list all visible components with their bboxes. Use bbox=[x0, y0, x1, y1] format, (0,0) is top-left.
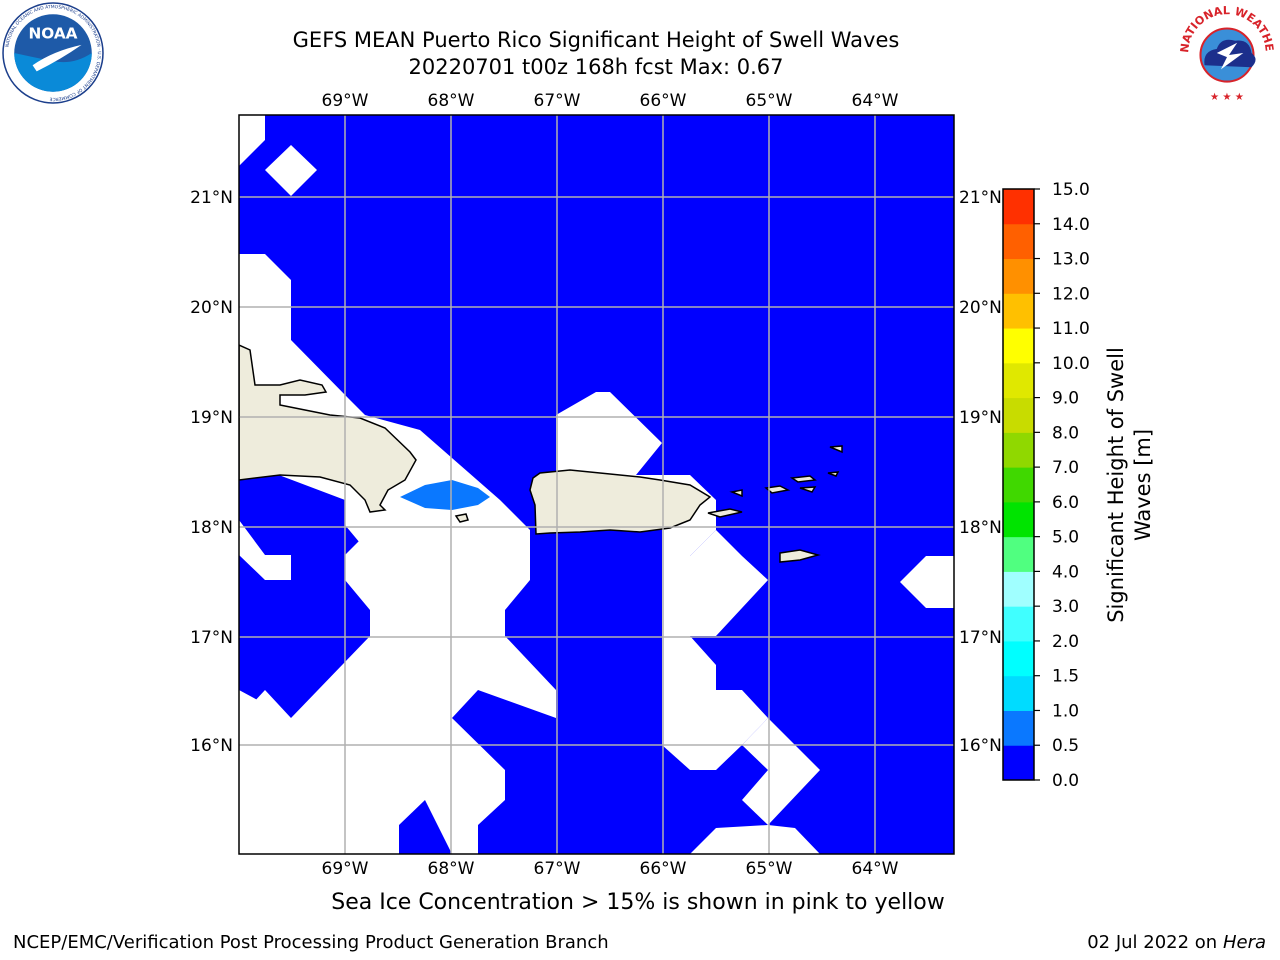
colorbar-band bbox=[1003, 675, 1034, 711]
colorbar-band bbox=[1003, 710, 1034, 746]
lon-label: 66°W bbox=[640, 91, 687, 111]
colorbar-band bbox=[1003, 293, 1034, 329]
lat-labels-right: 21°N 20°N 19°N 18°N 17°N 16°N bbox=[959, 188, 1002, 756]
colorbar-label-line1: Significant Height of Swell bbox=[1104, 347, 1128, 623]
colorbar-frame bbox=[1002, 188, 1035, 781]
lat-label: 16°N bbox=[190, 736, 233, 756]
hispaniola bbox=[239, 344, 417, 513]
lat-labels-left: 21°N 20°N 19°N 18°N 17°N 16°N bbox=[190, 188, 233, 756]
gridlines bbox=[239, 115, 954, 854]
colorbar-band bbox=[1003, 745, 1034, 781]
sombrero bbox=[827, 471, 840, 477]
colorbar-tick-label: 8.0 bbox=[1052, 423, 1079, 443]
lat-label: 18°N bbox=[190, 518, 233, 538]
anegada bbox=[829, 445, 843, 454]
virgin-islands-1 bbox=[729, 489, 743, 498]
lat-label: 21°N bbox=[959, 188, 1002, 208]
lon-label: 67°W bbox=[534, 859, 581, 879]
colorbar-bands bbox=[1003, 189, 1034, 781]
nws-logo: NATIONAL WEATHER SERVICE ★ ★ ★ bbox=[1176, 2, 1276, 103]
colorbar-tick-label: 6.0 bbox=[1052, 493, 1079, 513]
colorbar-tick-label: 13.0 bbox=[1052, 250, 1090, 270]
colorbar-tick-label: 11.0 bbox=[1052, 319, 1090, 339]
lon-label: 68°W bbox=[428, 859, 475, 879]
colorbar-band bbox=[1003, 223, 1034, 260]
lon-labels-top: 69°W 68°W 67°W 66°W 65°W 64°W bbox=[322, 91, 899, 111]
colorbar-band bbox=[1003, 501, 1034, 538]
footer-date: 02 Jul 2022 on Hera bbox=[1087, 932, 1266, 953]
chart-subtitle: 20220701 t00z 168h fcst Max: 0.67 bbox=[408, 55, 784, 79]
colorbar-band bbox=[1003, 258, 1034, 294]
swell-field-0.5-1m bbox=[400, 480, 490, 510]
colorbar-tick-label: 5.0 bbox=[1052, 528, 1079, 548]
colorbar-tick-label: 7.0 bbox=[1052, 458, 1079, 478]
colorbar-tick-label: 10.0 bbox=[1052, 354, 1090, 374]
colorbar-ticks: 0.0 0.5 1.0 1.5 2.0 3.0 4.0 5.0 6.0 7.0 8.0 9.0 10.0… bbox=[1034, 180, 1090, 791]
footer-host: Hera bbox=[1222, 932, 1266, 953]
vieques bbox=[707, 508, 743, 518]
colorbar-tick-label: 1.0 bbox=[1052, 701, 1079, 721]
lat-label: 20°N bbox=[959, 298, 1002, 318]
colorbar-label-line2: Waves [m] bbox=[1131, 429, 1155, 541]
lon-label: 64°W bbox=[852, 859, 899, 879]
colorbar-tick-label: 15.0 bbox=[1052, 180, 1090, 200]
colorbar-band bbox=[1003, 640, 1034, 677]
colorbar-band bbox=[1003, 397, 1034, 433]
colorbar-tick-label: 2.0 bbox=[1052, 632, 1079, 652]
colorbar-tick-label: 1.5 bbox=[1052, 667, 1079, 687]
sea-ice-note: Sea Ice Concentration > 15% is shown in … bbox=[331, 890, 945, 915]
virgin-islands-3 bbox=[789, 475, 817, 483]
noaa-logo: NOAA NATIONAL OCEANIC AND ATMOSPHERIC AD… bbox=[2, 2, 104, 104]
lon-label: 69°W bbox=[322, 91, 369, 111]
lon-label: 65°W bbox=[746, 859, 793, 879]
puerto-rico bbox=[529, 469, 712, 535]
colorbar-band bbox=[1003, 467, 1034, 503]
lon-label: 68°W bbox=[428, 91, 475, 111]
mona-island bbox=[454, 513, 469, 523]
lon-label: 65°W bbox=[746, 91, 793, 111]
colorbar-tick-label: 3.0 bbox=[1052, 597, 1079, 617]
colorbar-band bbox=[1003, 328, 1034, 364]
lon-labels-bottom: 69°W 68°W 67°W 66°W 65°W 64°W bbox=[322, 859, 899, 879]
lat-label: 21°N bbox=[190, 188, 233, 208]
lat-label: 19°N bbox=[190, 408, 233, 428]
lat-label: 17°N bbox=[959, 628, 1002, 648]
colorbar-band bbox=[1003, 536, 1034, 572]
lon-label: 64°W bbox=[852, 91, 899, 111]
colorbar-tick-label: 14.0 bbox=[1052, 215, 1090, 235]
virgin-islands-2 bbox=[764, 485, 791, 494]
lon-label: 66°W bbox=[640, 859, 687, 879]
colorbar-band bbox=[1003, 189, 1034, 225]
colorbar-band bbox=[1003, 432, 1034, 468]
lon-label: 67°W bbox=[534, 91, 581, 111]
lon-label: 69°W bbox=[322, 859, 369, 879]
map-area bbox=[239, 115, 954, 854]
st-croix bbox=[779, 549, 821, 563]
colorbar-band bbox=[1003, 571, 1034, 607]
colorbar-tick-label: 0.0 bbox=[1052, 771, 1079, 791]
virgin-islands-4 bbox=[799, 486, 817, 493]
colorbar-band bbox=[1003, 362, 1034, 399]
svg-text:★ ★ ★: ★ ★ ★ bbox=[1210, 92, 1244, 103]
lat-label: 19°N bbox=[959, 408, 1002, 428]
noaa-logo-text: NOAA bbox=[28, 25, 77, 43]
land-masses bbox=[239, 344, 843, 563]
colorbar-tick-label: 12.0 bbox=[1052, 284, 1090, 304]
colorbar-tick-label: 0.5 bbox=[1052, 736, 1079, 756]
footer-date-text: 02 Jul 2022 on bbox=[1087, 932, 1223, 953]
chart-title: GEFS MEAN Puerto Rico Significant Height… bbox=[292, 28, 900, 52]
lat-label: 17°N bbox=[190, 628, 233, 648]
lat-label: 18°N bbox=[959, 518, 1002, 538]
footer-credit: NCEP/EMC/Verification Post Processing Pr… bbox=[13, 932, 609, 953]
lat-label: 20°N bbox=[190, 298, 233, 318]
colorbar-band bbox=[1003, 606, 1034, 642]
map-frame bbox=[238, 114, 955, 855]
colorbar-tick-label: 4.0 bbox=[1052, 562, 1079, 582]
colorbar-tick-label: 9.0 bbox=[1052, 389, 1079, 409]
lat-label: 16°N bbox=[959, 736, 1002, 756]
